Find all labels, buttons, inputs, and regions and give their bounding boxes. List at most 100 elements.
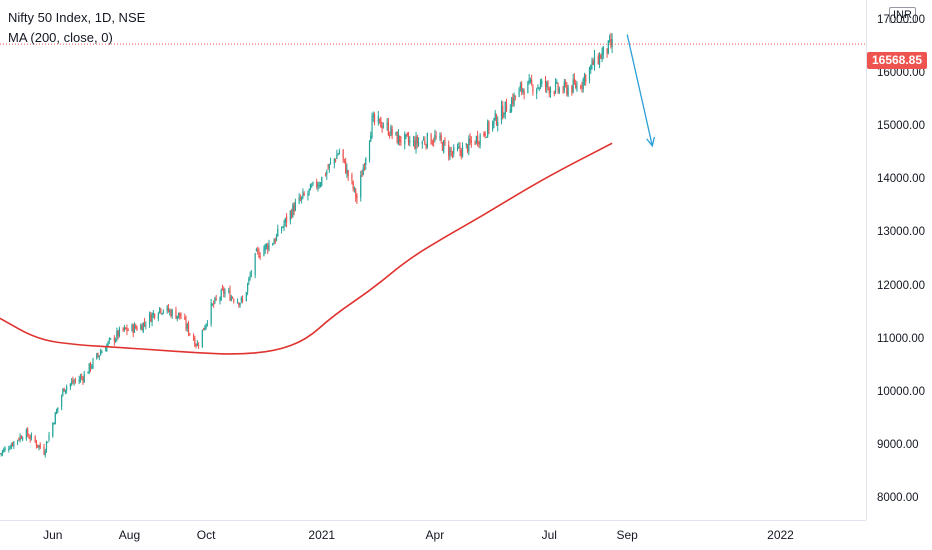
- candle-body: [71, 381, 73, 384]
- candle-body: [324, 174, 327, 176]
- candle-body: [301, 196, 303, 200]
- candle-body: [35, 442, 38, 447]
- candle-body: [386, 123, 388, 126]
- candle-body: [88, 363, 90, 373]
- candle-body: [387, 122, 389, 135]
- forecast-arrow: [626, 34, 653, 147]
- symbol-label: Nifty 50 Index, 1D, NSE: [8, 10, 146, 25]
- candle-body: [39, 444, 41, 448]
- candle-body: [0, 453, 2, 455]
- candle-body: [391, 128, 393, 135]
- candle-body: [136, 327, 138, 331]
- candle-body: [381, 126, 383, 129]
- candle-body: [229, 289, 231, 301]
- candle-body: [495, 114, 498, 125]
- candle-body: [421, 141, 423, 145]
- candle-body: [170, 310, 172, 317]
- candle-body: [502, 105, 504, 119]
- candle-body: [66, 386, 68, 391]
- candle-body: [89, 362, 92, 370]
- candle-body: [518, 88, 520, 97]
- candle-body: [606, 48, 608, 54]
- candle-body: [336, 154, 338, 160]
- candle-body: [439, 136, 441, 138]
- candle-body: [215, 298, 217, 300]
- candle-body: [351, 174, 353, 181]
- candle-body: [497, 121, 499, 126]
- candle-body: [404, 134, 406, 145]
- candle-body: [368, 140, 371, 160]
- candle-body: [185, 319, 187, 329]
- candle-body: [602, 46, 604, 55]
- candle-body: [444, 139, 446, 144]
- candle-body: [126, 327, 128, 332]
- candle-body: [356, 196, 358, 200]
- candle-body: [44, 451, 46, 456]
- candle-body: [347, 170, 349, 177]
- candle-body: [81, 376, 83, 378]
- candle-body: [412, 140, 415, 143]
- currency-button[interactable]: INR: [889, 7, 916, 23]
- price-tick-label: 10000.00: [877, 385, 925, 398]
- candle-body: [483, 132, 485, 136]
- candle-body: [53, 423, 55, 425]
- candle-body: [273, 241, 275, 245]
- candle-body: [558, 88, 560, 93]
- candle-body: [16, 440, 19, 443]
- candle-body: [448, 144, 450, 156]
- candle-body: [108, 338, 110, 341]
- candle-body: [389, 134, 391, 136]
- candle-body: [64, 389, 66, 393]
- candle-body: [113, 337, 115, 342]
- candle-body: [298, 197, 300, 203]
- candle-body: [161, 313, 163, 315]
- candle-body: [267, 244, 269, 250]
- candle-body: [282, 226, 284, 228]
- candle-body: [160, 308, 162, 313]
- candle-body: [117, 330, 119, 337]
- candle-body: [140, 325, 142, 330]
- candle-body: [317, 185, 319, 190]
- candle-body: [318, 185, 320, 187]
- candle-body: [45, 441, 48, 451]
- candle-body: [115, 338, 117, 343]
- candle-body: [377, 116, 379, 123]
- candle-body: [228, 290, 230, 292]
- candle-body: [54, 412, 56, 425]
- candle-body: [566, 85, 568, 95]
- price-axis[interactable]: [866, 0, 932, 520]
- candle-body: [529, 79, 532, 82]
- candle-body: [38, 445, 40, 448]
- candle-body: [422, 139, 425, 141]
- candle-body: [104, 350, 107, 352]
- candle-body: [162, 311, 164, 313]
- candle-body: [538, 87, 540, 89]
- candle-body: [293, 205, 295, 212]
- candle-body: [166, 306, 168, 311]
- chart-legend: Nifty 50 Index, 1D, NSE MA (200, close, …: [8, 8, 145, 48]
- candle-body: [231, 297, 234, 299]
- time-tick-label: Sep: [616, 528, 638, 542]
- candle-body: [101, 351, 103, 354]
- candle-body: [62, 389, 64, 396]
- candle-body: [311, 185, 313, 187]
- candle-body: [63, 388, 65, 392]
- candle-body: [83, 373, 85, 383]
- time-tick-label: 2021: [308, 528, 336, 542]
- candle-body: [321, 176, 323, 186]
- candle-body: [25, 429, 27, 440]
- candle-body: [27, 428, 29, 436]
- candle-body: [150, 314, 152, 322]
- candle-body: [409, 140, 411, 143]
- candle-body: [468, 138, 470, 152]
- candle-body: [363, 167, 366, 169]
- candle-body: [123, 327, 126, 330]
- time-tick-label: Apr: [425, 528, 445, 542]
- candle-body: [494, 113, 496, 120]
- candle-body: [307, 193, 309, 196]
- candle-body: [127, 329, 129, 331]
- last-price-tag: 16568.85: [867, 52, 927, 69]
- candle-body: [233, 299, 235, 302]
- candle-body: [167, 307, 170, 312]
